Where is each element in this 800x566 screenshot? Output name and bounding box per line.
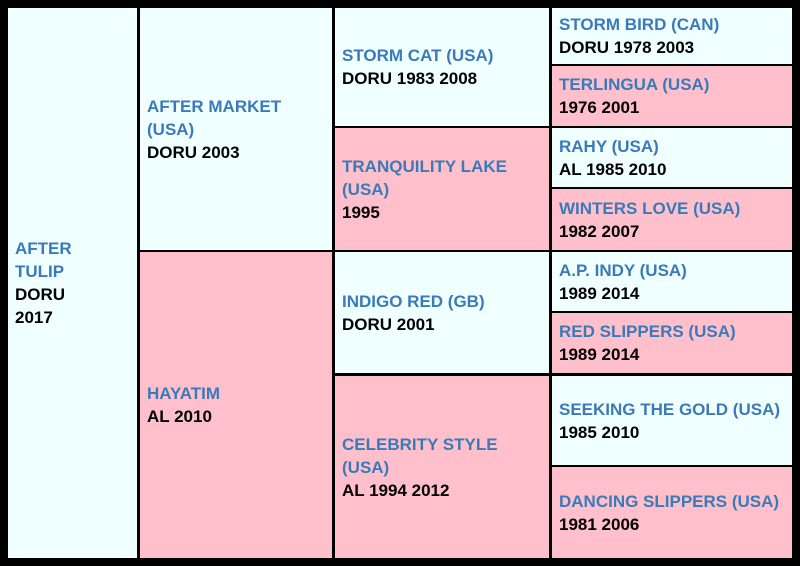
sd-sire-name: RAHY (USA) bbox=[559, 136, 659, 156]
dd-dam-name: DANCING SLIPPERS (USA) bbox=[559, 491, 780, 511]
sire-dam-info: 1995 bbox=[342, 202, 380, 222]
subject-horse-info: DORU 2017 bbox=[15, 285, 66, 327]
subject-horse-name: AFTER TULIP bbox=[15, 239, 72, 281]
ds-sire-name: A.P. INDY (USA) bbox=[559, 260, 687, 280]
ss-sire-name: STORM BIRD (CAN) bbox=[559, 15, 720, 34]
sire-info: DORU 2003 bbox=[147, 142, 240, 162]
ds-sire-cell: A.P. INDY (USA) 1989 2014 bbox=[552, 252, 792, 311]
sire-sire-info: DORU 1983 2008 bbox=[342, 69, 478, 88]
ds-dam-info: 1989 2014 bbox=[559, 345, 640, 364]
sire-cell: AFTER MARKET (USA) DORU 2003 bbox=[140, 8, 332, 250]
dam-cell: HAYATIM AL 2010 bbox=[140, 252, 332, 558]
dd-sire-info: 1985 2010 bbox=[559, 422, 640, 442]
ds-dam-name: RED SLIPPERS (USA) bbox=[559, 322, 736, 341]
sd-sire-info: AL 1985 2010 bbox=[559, 159, 667, 179]
sire-name: AFTER MARKET (USA) bbox=[147, 96, 282, 139]
subject-horse-cell: AFTER TULIP DORU 2017 bbox=[8, 8, 137, 558]
sire-dam-cell: TRANQUILITY LAKE (USA) 1995 bbox=[335, 128, 549, 250]
ds-sire-info: 1989 2014 bbox=[559, 283, 640, 303]
dd-sire-cell: SEEKING THE GOLD (USA) 1985 2010 bbox=[552, 376, 792, 465]
ds-dam-cell: RED SLIPPERS (USA) 1989 2014 bbox=[552, 313, 792, 373]
sd-dam-info: 1982 2007 bbox=[559, 221, 640, 241]
dam-sire-cell: INDIGO RED (GB) DORU 2001 bbox=[335, 252, 549, 373]
dam-sire-name: INDIGO RED (GB) bbox=[342, 291, 485, 311]
dam-name: HAYATIM bbox=[147, 384, 221, 403]
dam-dam-name: CELEBRITY STYLE (USA) bbox=[342, 434, 498, 477]
sire-sire-cell: STORM CAT (USA) DORU 1983 2008 bbox=[335, 8, 549, 126]
dam-sire-info: DORU 2001 bbox=[342, 314, 435, 334]
dd-dam-cell: DANCING SLIPPERS (USA) 1981 2006 bbox=[552, 467, 792, 558]
sire-sire-name: STORM CAT (USA) bbox=[342, 46, 494, 65]
ss-dam-cell: TERLINGUA (USA) 1976 2001 bbox=[552, 66, 792, 126]
sd-dam-name: WINTERS LOVE (USA) bbox=[559, 198, 741, 218]
ss-dam-name: TERLINGUA (USA) bbox=[559, 75, 710, 94]
dam-info: AL 2010 bbox=[147, 407, 212, 426]
dam-dam-cell: CELEBRITY STYLE (USA) AL 1994 2012 bbox=[335, 376, 549, 558]
sd-sire-cell: RAHY (USA) AL 1985 2010 bbox=[552, 128, 792, 187]
dam-dam-info: AL 1994 2012 bbox=[342, 480, 450, 500]
dd-dam-info: 1981 2006 bbox=[559, 514, 640, 534]
ss-sire-cell: STORM BIRD (CAN) DORU 1978 2003 bbox=[552, 8, 792, 64]
sire-dam-name: TRANQUILITY LAKE (USA) bbox=[342, 156, 507, 199]
ss-sire-info: DORU 1978 2003 bbox=[559, 38, 695, 57]
ss-dam-info: 1976 2001 bbox=[559, 98, 640, 117]
dd-sire-name: SEEKING THE GOLD (USA) bbox=[559, 399, 781, 419]
sd-dam-cell: WINTERS LOVE (USA) 1982 2007 bbox=[552, 189, 792, 250]
